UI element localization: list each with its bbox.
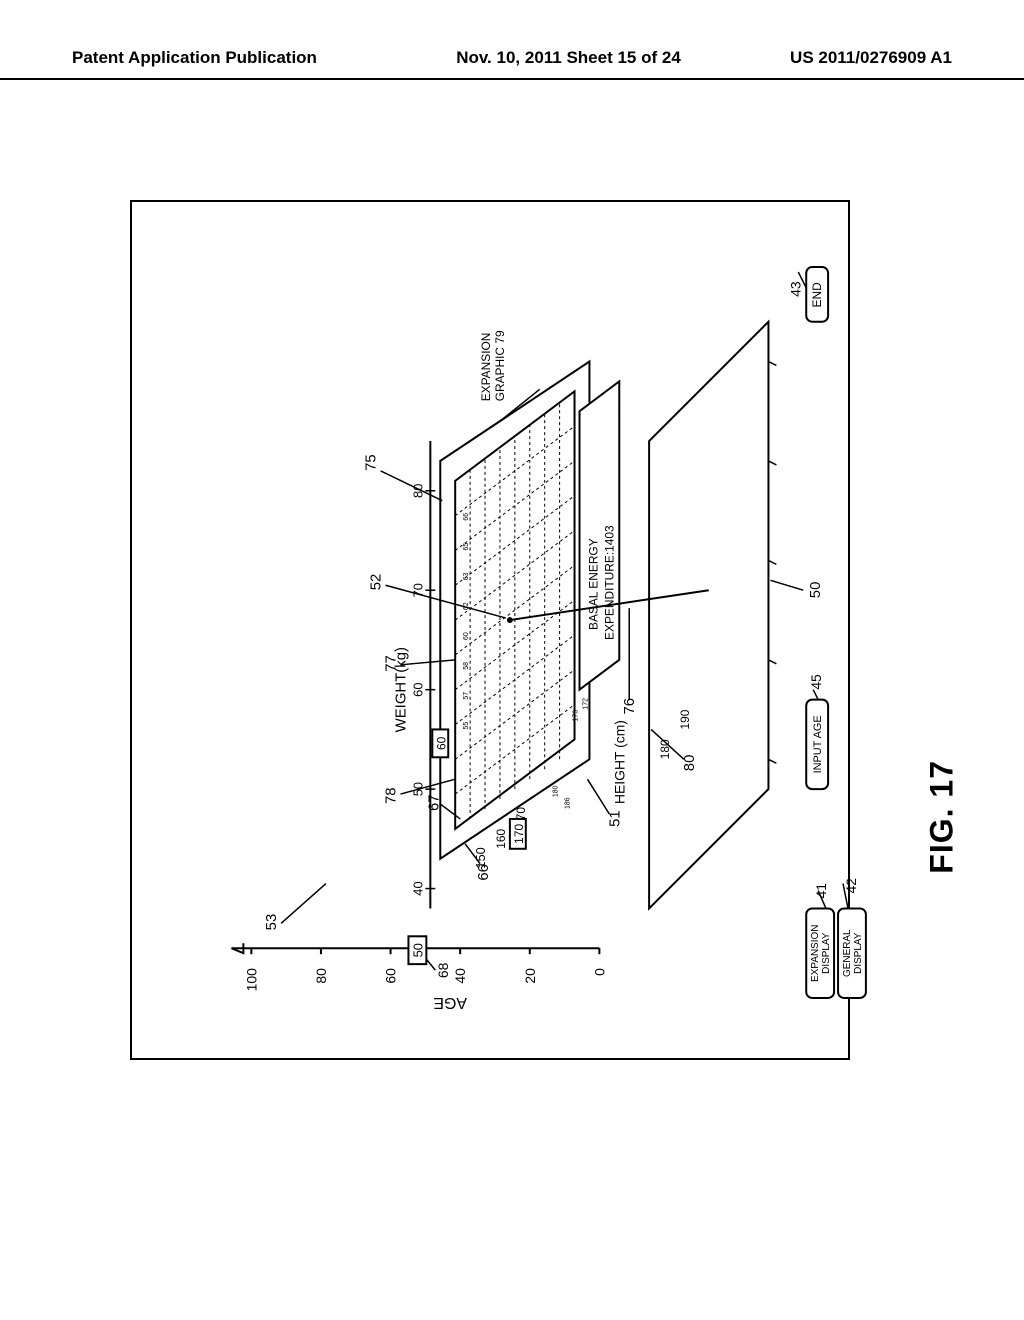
svg-text:80: 80: [313, 968, 329, 984]
svg-text:100: 100: [243, 968, 259, 991]
figure-svg: AGE 0 20 40 60 80 100 50 68 WEIGHT(kg) 4…: [132, 202, 848, 1058]
svg-text:180: 180: [658, 739, 672, 759]
svg-text:66: 66: [463, 513, 470, 521]
svg-text:END: END: [810, 282, 824, 308]
svg-text:172: 172: [582, 698, 589, 710]
svg-text:GRAPHIC 79: GRAPHIC 79: [493, 330, 507, 401]
svg-text:45: 45: [808, 674, 824, 690]
svg-text:50: 50: [808, 582, 824, 599]
svg-text:AGE: AGE: [433, 994, 467, 1011]
header-center: Nov. 10, 2011 Sheet 15 of 24: [456, 48, 681, 68]
page-root: Patent Application Publication Nov. 10, …: [0, 0, 1024, 1320]
svg-text:51: 51: [607, 810, 623, 827]
svg-text:HEIGHT (cm): HEIGHT (cm): [611, 720, 627, 804]
svg-text:60: 60: [410, 682, 425, 696]
svg-text:50: 50: [410, 782, 425, 796]
header-left: Patent Application Publication: [72, 48, 317, 68]
svg-text:170: 170: [512, 824, 526, 844]
svg-text:0: 0: [591, 968, 607, 976]
svg-text:58: 58: [463, 662, 470, 670]
svg-text:42: 42: [843, 878, 859, 894]
svg-text:20: 20: [522, 968, 538, 984]
figure-frame: AGE 0 20 40 60 80 100 50 68 WEIGHT(kg) 4…: [130, 200, 850, 1060]
svg-text:43: 43: [787, 281, 803, 297]
svg-text:INPUT AGE: INPUT AGE: [812, 715, 824, 773]
header-right: US 2011/0276909 A1: [790, 48, 952, 68]
svg-text:60: 60: [434, 736, 448, 750]
svg-text:68: 68: [435, 962, 451, 978]
svg-text:180: 180: [553, 785, 560, 797]
svg-text:62: 62: [463, 602, 470, 610]
svg-text:78: 78: [384, 787, 400, 804]
page-header: Patent Application Publication Nov. 10, …: [0, 48, 1024, 68]
svg-text:150: 150: [473, 847, 488, 869]
svg-text:40: 40: [452, 968, 468, 984]
svg-text:77: 77: [384, 655, 400, 672]
svg-text:63: 63: [463, 572, 470, 580]
svg-text:52: 52: [369, 574, 385, 591]
svg-text:DISPLAY: DISPLAY: [821, 932, 832, 974]
svg-text:80: 80: [682, 755, 698, 772]
svg-text:55: 55: [463, 722, 470, 730]
svg-text:GENERAL: GENERAL: [842, 929, 853, 977]
svg-text:40: 40: [410, 881, 425, 895]
svg-text:41: 41: [813, 883, 829, 899]
svg-text:WEIGHT(kg): WEIGHT(kg): [393, 647, 409, 732]
svg-text:65: 65: [463, 543, 470, 551]
svg-text:80: 80: [410, 484, 425, 498]
svg-text:160: 160: [494, 829, 508, 849]
svg-text:190: 190: [678, 709, 692, 729]
svg-text:75: 75: [364, 454, 380, 471]
svg-text:DISPLAY: DISPLAY: [853, 932, 864, 974]
svg-text:170: 170: [514, 807, 528, 827]
svg-text:70: 70: [410, 583, 425, 597]
svg-text:EXPANSION: EXPANSION: [810, 925, 821, 982]
svg-text:BASAL ENERGY: BASAL ENERGY: [586, 538, 600, 630]
svg-text:186: 186: [565, 797, 572, 809]
svg-text:EXPENDITURE:1403: EXPENDITURE:1403: [602, 525, 616, 640]
svg-text:57: 57: [463, 692, 470, 700]
svg-text:66: 66: [476, 864, 492, 881]
svg-text:76: 76: [622, 698, 638, 715]
svg-text:53: 53: [264, 914, 280, 931]
svg-text:60: 60: [463, 632, 470, 640]
svg-text:50: 50: [410, 943, 425, 957]
figure-caption: FIG. 17: [924, 760, 961, 874]
svg-text:173: 173: [573, 710, 580, 722]
svg-text:60: 60: [383, 968, 399, 984]
header-rule: [0, 78, 1024, 80]
svg-text:67: 67: [426, 794, 442, 811]
svg-text:EXPANSION: EXPANSION: [479, 333, 493, 402]
